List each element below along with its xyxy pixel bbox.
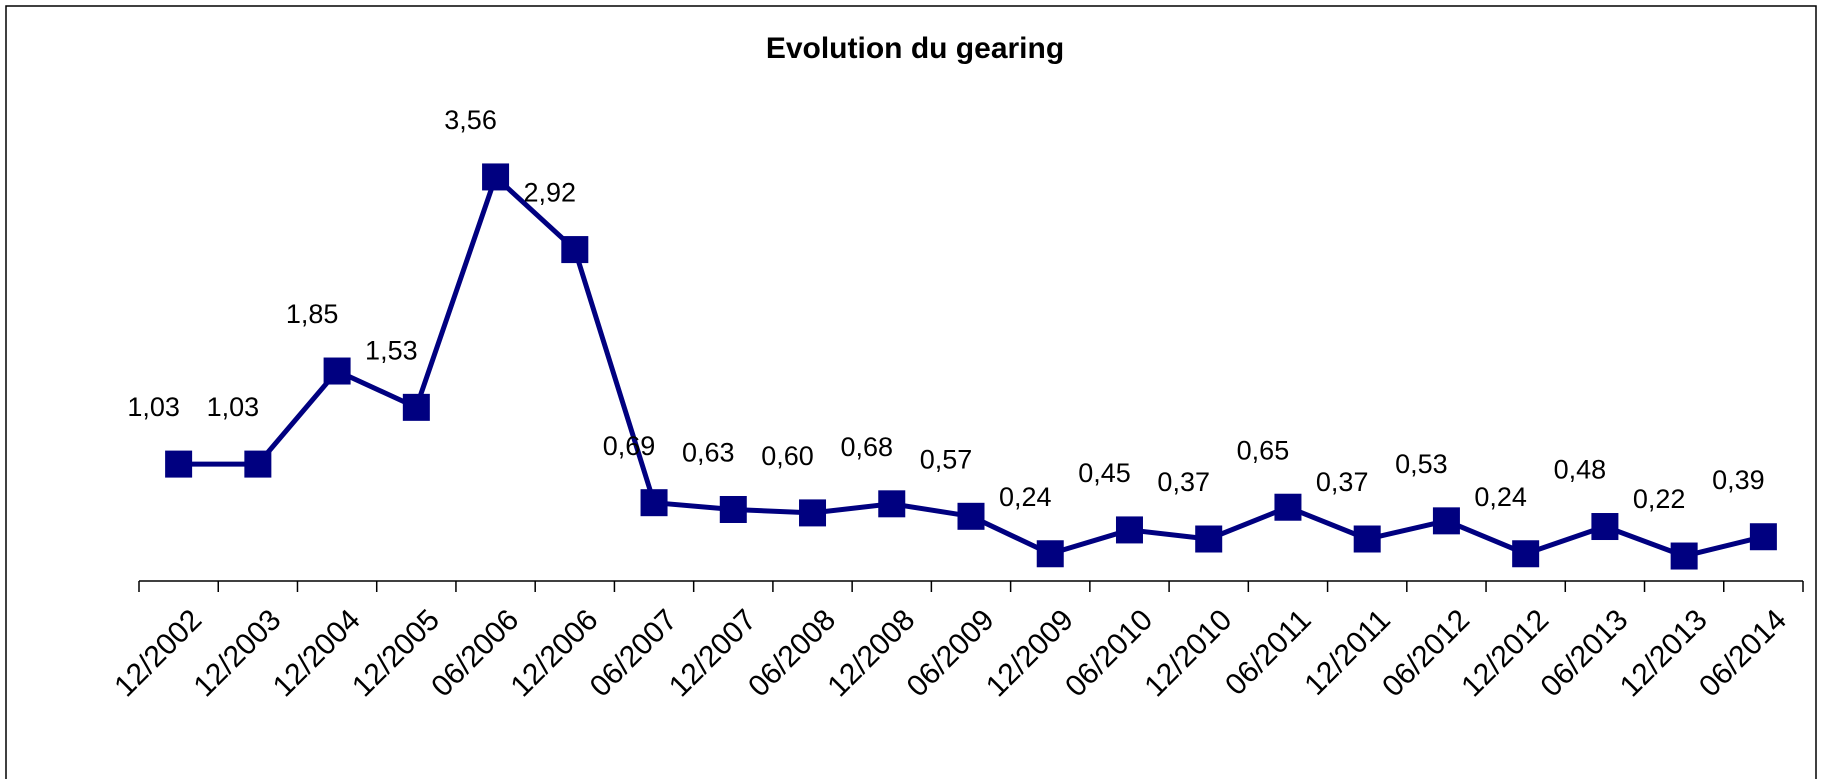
data-label: 1,03 — [207, 392, 260, 422]
marker — [165, 450, 193, 478]
data-label: 0,22 — [1633, 484, 1686, 514]
marker — [323, 357, 351, 385]
marker — [799, 499, 827, 527]
data-label: 0,57 — [920, 444, 973, 474]
data-label: 1,85 — [286, 299, 339, 329]
data-label: 0,39 — [1712, 465, 1765, 495]
marker — [1432, 507, 1460, 535]
marker — [1512, 540, 1540, 568]
data-label: 0,45 — [1078, 458, 1131, 488]
data-label: 0,48 — [1554, 455, 1607, 485]
marker — [719, 495, 747, 523]
data-label: 0,65 — [1237, 435, 1290, 465]
marker — [1749, 523, 1777, 551]
marker — [244, 450, 272, 478]
data-label: 3,56 — [444, 105, 497, 135]
marker — [561, 236, 589, 264]
chart-frame — [5, 5, 1817, 784]
marker — [1670, 542, 1698, 570]
marker — [402, 393, 430, 421]
data-label: 0,53 — [1395, 449, 1448, 479]
data-label: 0,37 — [1316, 467, 1369, 497]
data-label: 0,24 — [999, 482, 1052, 512]
data-label: 1,53 — [365, 335, 418, 365]
marker — [1115, 516, 1143, 544]
marker — [1353, 525, 1381, 553]
marker — [1274, 493, 1302, 521]
marker — [482, 163, 510, 191]
data-label: 0,37 — [1157, 467, 1210, 497]
data-label: 1,03 — [127, 392, 180, 422]
data-label: 0,24 — [1474, 482, 1527, 512]
chart-title: Evolution du gearing — [766, 32, 1064, 65]
data-label: 2,92 — [524, 178, 577, 208]
data-label: 0,63 — [682, 438, 735, 468]
marker — [640, 489, 668, 517]
data-label: 0,69 — [603, 431, 656, 461]
marker — [1195, 525, 1223, 553]
marker — [1036, 540, 1064, 568]
marker — [1591, 513, 1619, 541]
data-label: 0,68 — [840, 432, 893, 462]
marker — [957, 502, 985, 530]
marker — [878, 490, 906, 518]
data-label: 0,60 — [761, 441, 814, 471]
